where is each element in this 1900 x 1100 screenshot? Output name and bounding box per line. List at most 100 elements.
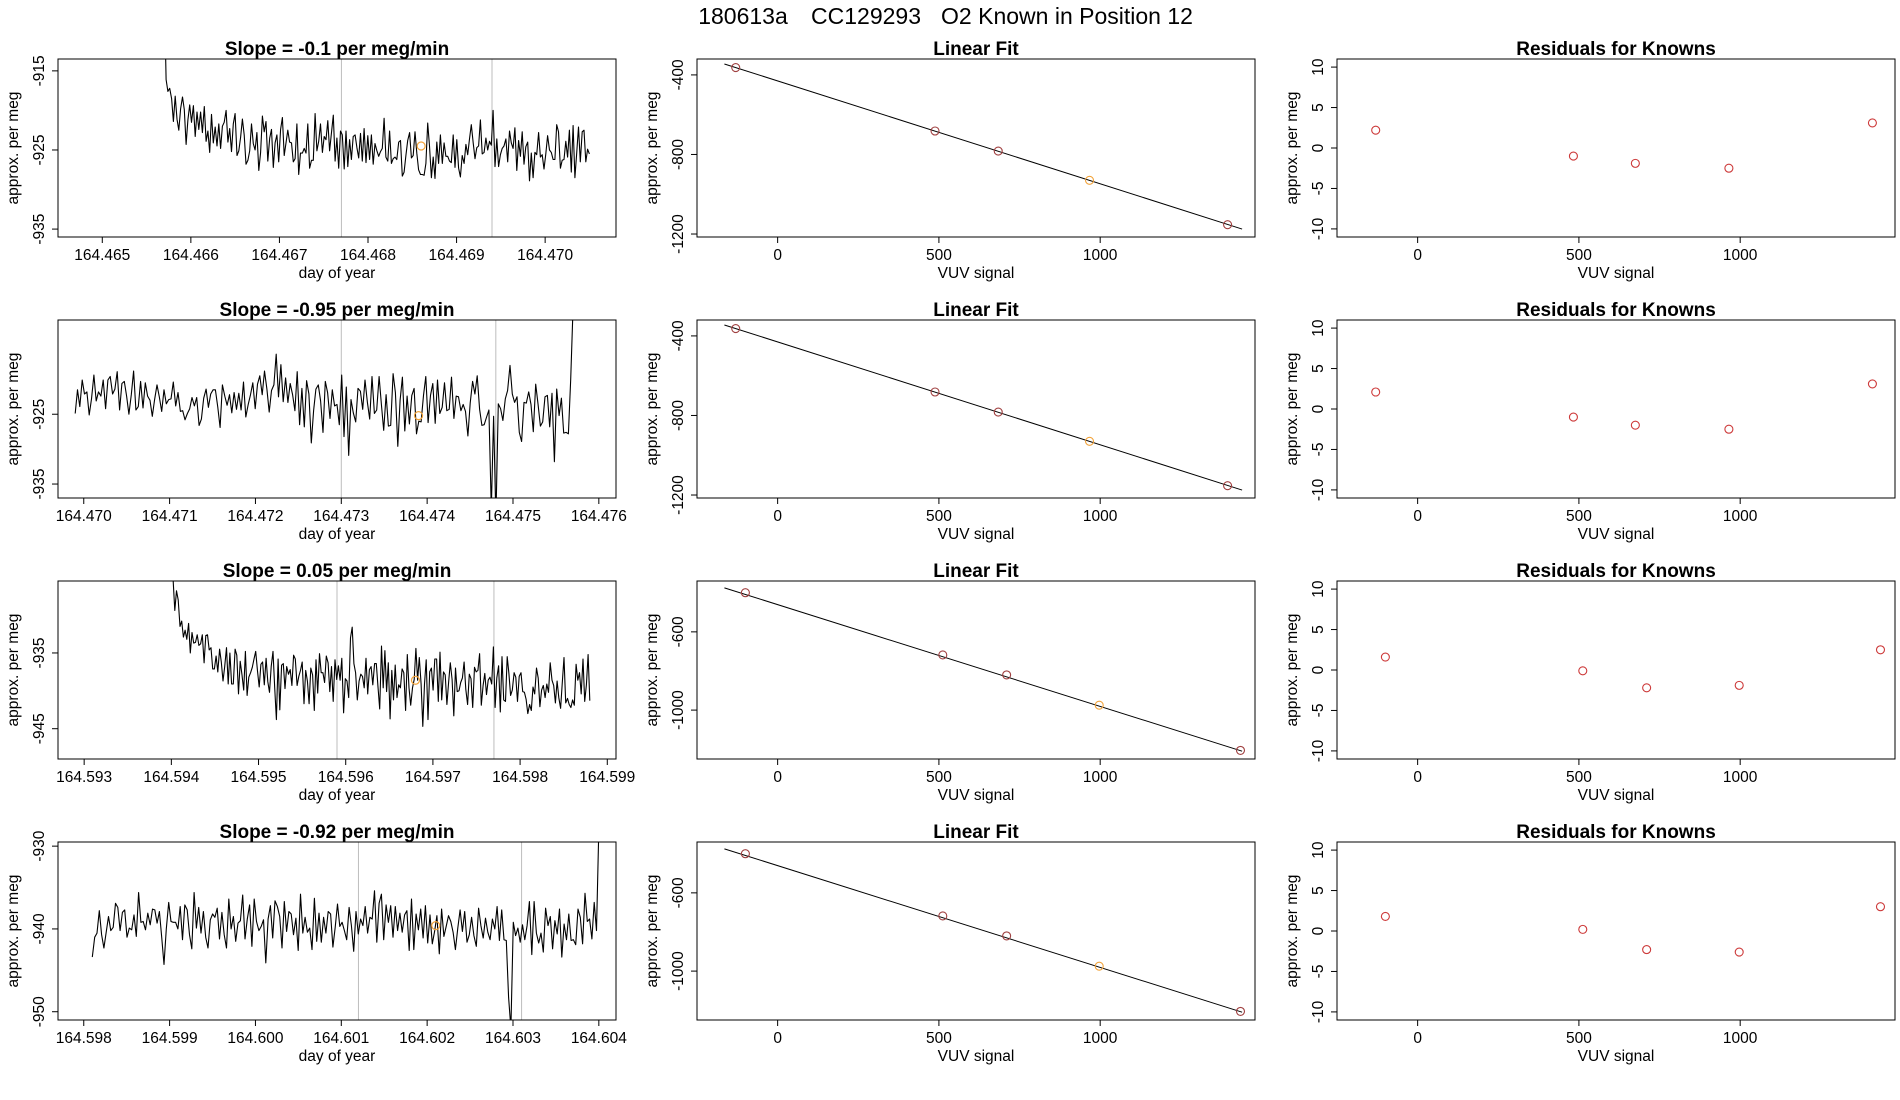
time-series-r2-xtick-label-6: 164.476	[571, 508, 627, 525]
time-series-r1-known-point	[416, 141, 426, 151]
linear-fit-r4-plot-area	[724, 848, 1246, 1016]
time-series-r4-title: Slope = -0.92 per meg/min	[220, 822, 455, 843]
time-series-r4-panel: Slope = -0.92 per meg/min approx. per meg…	[5, 822, 627, 1065]
residuals-r2-ylabel: approx. per meg	[1284, 353, 1301, 466]
residuals-r3-ytick-label-2: 0	[1310, 665, 1327, 674]
linear-fit-r4-fit-line	[724, 848, 1243, 1013]
residuals-r1-frame	[1336, 58, 1896, 238]
time-series-r1-xtick-label-4: 164.469	[429, 247, 485, 264]
residuals-r2-plot-area	[1371, 379, 1877, 434]
residuals-r2-xtick-label-1: 500	[1566, 508, 1592, 525]
time-series-r4-xtick-label-6: 164.604	[571, 1030, 627, 1047]
linear-fit-r1-point-3	[1084, 175, 1095, 185]
linear-fit-r4-xlabel: VUV signal	[938, 1048, 1015, 1065]
residuals-r1-ytick-label-1: 5	[1310, 103, 1327, 112]
linear-fit-r3-xlabel: VUV signal	[938, 787, 1015, 804]
linear-fit-r3-frame	[696, 580, 1256, 760]
linear-fit-r1-ytick-label-2: -1200	[670, 214, 687, 254]
residuals-r4-ylabel: approx. per meg	[1284, 875, 1301, 988]
residuals-r2-ytick-label-2: 0	[1310, 404, 1327, 413]
linear-fit-r2-title: Linear Fit	[933, 300, 1019, 321]
residuals-r3-ytick-label-3: -5	[1310, 704, 1327, 718]
time-series-r3-xtick-label-3: 164.596	[318, 769, 374, 786]
time-series-r4-xtick-label-2: 164.600	[227, 1030, 283, 1047]
linear-fit-r4-point-2	[1002, 931, 1012, 941]
linear-fit-r3-point-0	[740, 588, 750, 598]
residuals-r3-xtick-label-1: 500	[1566, 769, 1592, 786]
super-title-run-id: 180613a	[698, 3, 788, 29]
time-series-r1-xtick-label-1: 164.466	[163, 247, 219, 264]
time-series-r4-known-point	[431, 921, 441, 931]
linear-fit-r2-point-1	[930, 387, 940, 397]
time-series-r1-plot-area	[165, 59, 590, 237]
time-series-r4-xlabel: day of year	[299, 1048, 376, 1065]
residuals-r1-ytick-label-3: -5	[1310, 182, 1327, 196]
linear-fit-r1-xlabel: VUV signal	[938, 265, 1015, 282]
linear-fit-r3-ylabel: approx. per meg	[644, 614, 661, 727]
linear-fit-r1-ylabel: approx. per meg	[644, 92, 661, 205]
panel-grid: Slope = -0.1 per meg/min approx. per meg d…	[5, 39, 1896, 1065]
residuals-r3-ylabel: approx. per meg	[1284, 614, 1301, 727]
time-series-r3-frame	[57, 580, 617, 760]
time-series-r1-ytick-label-0: -915	[31, 55, 48, 86]
linear-fit-r3-point-1	[938, 650, 948, 660]
residuals-r3-point-4	[1875, 645, 1886, 655]
residuals-r1-title: Residuals for Knowns	[1516, 39, 1716, 60]
linear-fit-r1-frame	[696, 58, 1256, 238]
linear-fit-r1-point-1	[930, 126, 940, 136]
linear-fit-r4-point-3	[1094, 961, 1104, 971]
linear-fit-r2-xtick-label-0: 0	[773, 508, 782, 525]
time-series-r4-frame	[57, 841, 617, 1021]
time-series-r3-xtick-label-4: 164.597	[405, 769, 461, 786]
time-series-r4-ytick-label-1: -940	[31, 913, 48, 944]
residuals-r3-plot-area	[1380, 645, 1886, 693]
residuals-r4-ytick-label-2: 0	[1310, 926, 1327, 935]
linear-fit-r4-point-0	[740, 849, 750, 859]
super-title-description: O2 Known in Position 12	[941, 3, 1193, 29]
linear-fit-r2-xtick-label-2: 1000	[1083, 508, 1118, 525]
super-title-cylinder: CC129293	[811, 3, 921, 29]
time-series-r2-xtick-label-4: 164.474	[399, 508, 455, 525]
linear-fit-r1-xtick-label-1: 500	[926, 247, 952, 264]
residuals-r4-xtick-label-0: 0	[1413, 1030, 1422, 1047]
linear-fit-r4-ylabel: approx. per meg	[644, 875, 661, 988]
residuals-r1-plot-area	[1371, 118, 1877, 173]
linear-fit-r2-frame	[696, 319, 1256, 499]
time-series-r2-xtick-label-2: 164.472	[227, 508, 283, 525]
time-series-r4-ytick-label-2: -950	[31, 996, 48, 1027]
time-series-r2-xlabel: day of year	[299, 526, 376, 543]
linear-fit-r1-point-4	[1223, 220, 1233, 230]
linear-fit-r3-ytick-label-0: -600	[670, 616, 687, 647]
time-series-r1-xtick-label-0: 164.465	[74, 247, 130, 264]
time-series-r4-series-line	[91, 842, 600, 1020]
linear-fit-r4-panel: Linear Fit approx. per meg VUV signal 0 500 1…	[644, 822, 1256, 1065]
linear-fit-r3-point-3	[1094, 700, 1104, 710]
time-series-r4-xtick-label-4: 164.602	[399, 1030, 455, 1047]
time-series-r3-xlabel: day of year	[299, 787, 376, 804]
residuals-r3-xtick-label-2: 1000	[1723, 769, 1758, 786]
time-series-r3-ytick-label-1: -945	[31, 713, 48, 744]
residuals-r4-point-2	[1642, 945, 1652, 955]
linear-fit-r1-fit-line	[724, 63, 1243, 230]
linear-fit-r1-xtick-label-0: 0	[773, 247, 782, 264]
linear-fit-r1-panel: Linear Fit approx. per meg VUV signal 0 500 1…	[644, 39, 1256, 282]
time-series-r4-xtick-label-0: 164.598	[56, 1030, 112, 1047]
linear-fit-r4-xtick-label-1: 500	[926, 1030, 952, 1047]
time-series-r3-xtick-label-5: 164.598	[492, 769, 548, 786]
residuals-r3-ytick-label-0: 10	[1310, 580, 1327, 598]
residuals-r1-ytick-label-0: 10	[1310, 58, 1327, 76]
residuals-r2-ytick-label-0: 10	[1310, 319, 1327, 337]
residuals-r1-point-3	[1724, 163, 1734, 173]
time-series-r3-ylabel: approx. per meg	[5, 614, 22, 727]
residuals-r2-xlabel: VUV signal	[1578, 526, 1655, 543]
time-series-r1-series-line	[165, 59, 590, 182]
time-series-r2-title: Slope = -0.95 per meg/min	[220, 300, 455, 321]
linear-fit-r1-point-2	[993, 146, 1003, 156]
residuals-r2-panel: Residuals for Knowns approx. per meg VUV s…	[1284, 300, 1896, 543]
time-series-r4-xtick-label-3: 164.601	[313, 1030, 369, 1047]
residuals-r2-point-0	[1371, 387, 1381, 397]
residuals-r2-xtick-label-0: 0	[1413, 508, 1422, 525]
residuals-r4-ytick-label-3: -5	[1310, 965, 1327, 979]
linear-fit-r2-ytick-label-2: -1200	[670, 475, 687, 515]
linear-fit-r3-panel: Linear Fit approx. per meg VUV signal 0 500 1…	[644, 561, 1256, 804]
